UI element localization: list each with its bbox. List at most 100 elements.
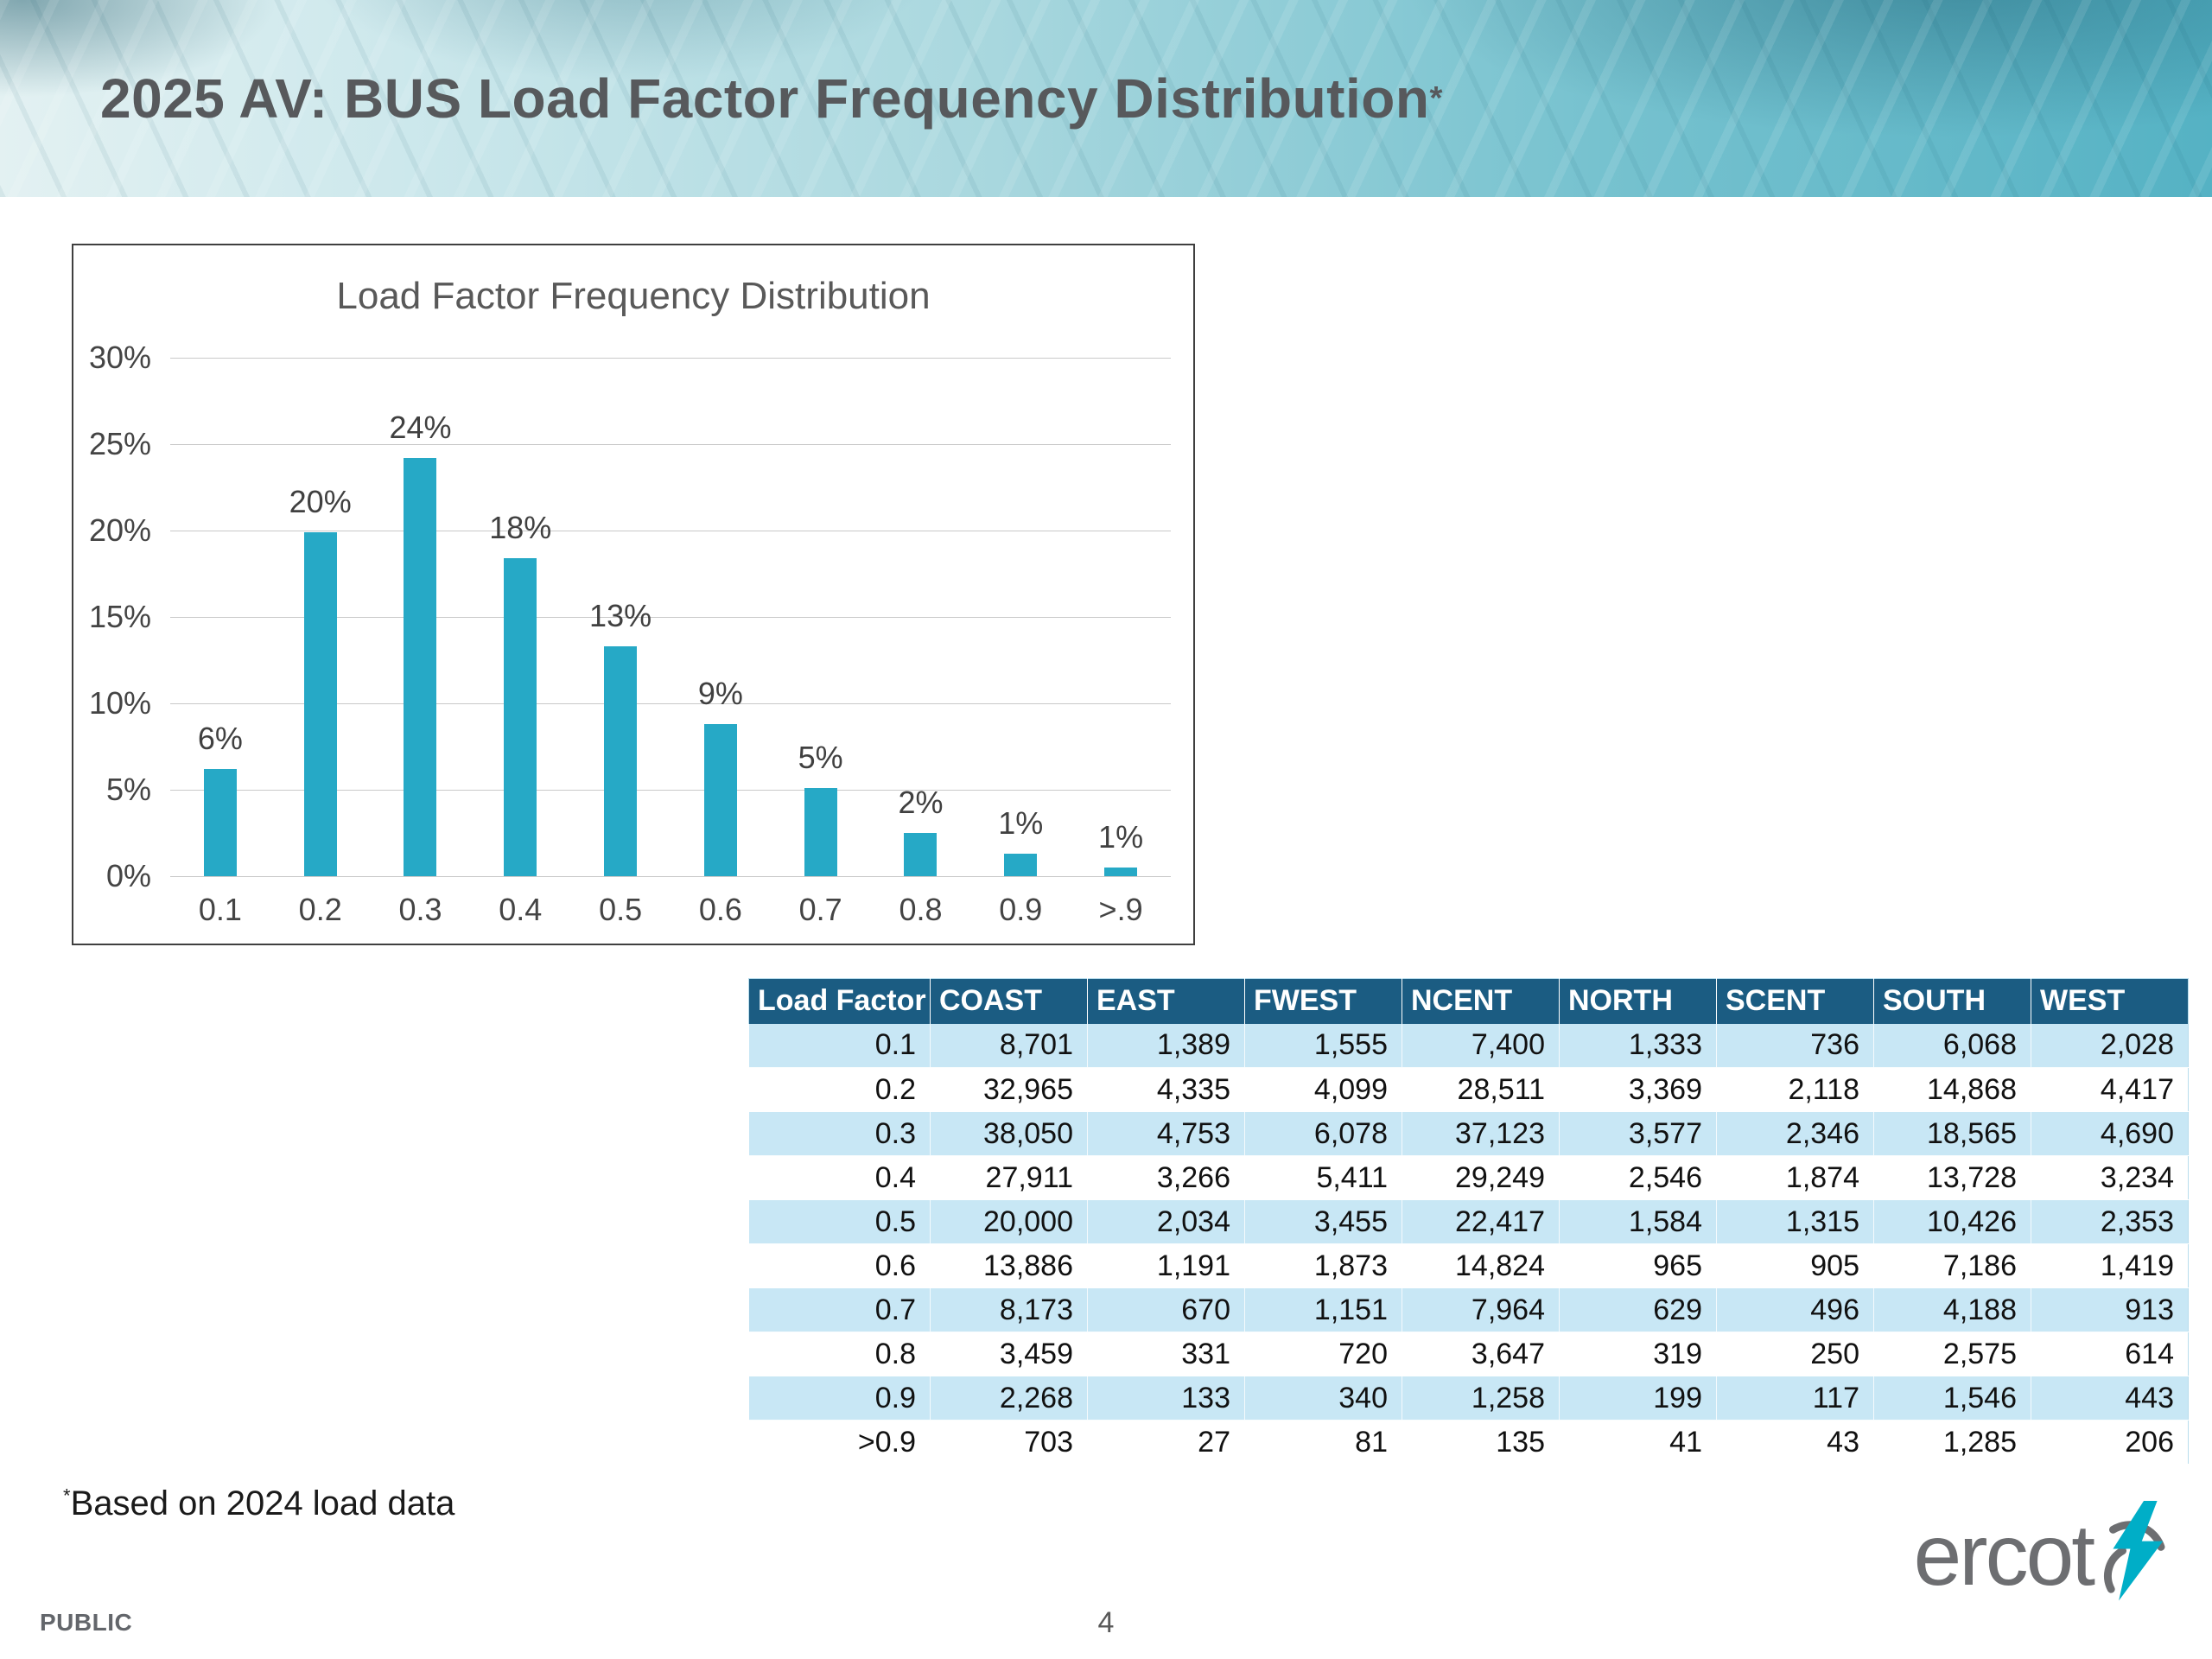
page-number: 4 <box>1097 1606 1115 1639</box>
value-cell: 496 <box>1716 1287 1874 1332</box>
region-table-body: 0.1 8,701 1,389 1,555 7,400 1,333 736 6,068 2,02… <box>748 1023 2189 1465</box>
value-cell: 319 <box>1559 1332 1717 1376</box>
value-cell: 7,400 <box>1402 1023 1560 1068</box>
bar-value-label: 20% <box>289 484 352 519</box>
bar->.9 <box>1104 868 1138 876</box>
table-row: 0.6 13,886 1,191 1,873 14,824 965 905 7,186 1,41… <box>748 1243 2189 1288</box>
x-tick-label: 0.6 <box>698 892 742 927</box>
table-row: >0.9 703 27 81 135 41 43 1,285 206 <box>748 1420 2189 1465</box>
value-cell: 614 <box>2031 1332 2189 1376</box>
bar-value-label: 18% <box>489 510 552 545</box>
value-cell: 3,369 <box>1559 1067 1717 1112</box>
column-header-scent: SCENT <box>1716 978 1874 1024</box>
value-cell: 1,546 <box>1873 1376 2031 1421</box>
bar-value-label: 1% <box>998 805 1044 841</box>
bar-0.8 <box>904 833 938 876</box>
value-cell: 2,028 <box>2031 1023 2189 1068</box>
value-cell: 703 <box>930 1420 1088 1465</box>
value-cell: 1,191 <box>1087 1243 1245 1288</box>
value-cell: 443 <box>2031 1376 2189 1421</box>
value-cell: 4,099 <box>1244 1067 1402 1112</box>
gridline <box>170 876 1171 877</box>
value-cell: 133 <box>1087 1376 1245 1421</box>
value-cell: 135 <box>1402 1420 1560 1465</box>
value-cell: 43 <box>1716 1420 1874 1465</box>
bar-0.4 <box>504 558 537 876</box>
value-cell: 1,258 <box>1402 1376 1560 1421</box>
slide-title-text: 2025 AV: BUS Load Factor Frequency Distr… <box>100 67 1430 130</box>
value-cell: 6,078 <box>1244 1111 1402 1156</box>
bar-0.6 <box>703 724 737 876</box>
bar-slot: 24% 0.3 <box>371 358 471 927</box>
value-cell: 3,459 <box>930 1332 1088 1376</box>
x-tick-label: 0.9 <box>999 892 1043 927</box>
footnote-marker: * <box>63 1484 71 1507</box>
bar-slot: 9% 0.6 <box>671 358 771 927</box>
value-cell: 22,417 <box>1402 1199 1560 1244</box>
value-cell: 1,874 <box>1716 1155 1874 1200</box>
bar-0.7 <box>804 788 837 876</box>
table-row: 0.1 8,701 1,389 1,555 7,400 1,333 736 6,068 2,02… <box>748 1023 2189 1068</box>
bar-0.1 <box>203 769 237 876</box>
plot-area: 0% 5% 10% 15% 20% 25% 30% 6% 0.1 20% 0.2 24% 0.3 18%… <box>89 340 1171 927</box>
value-cell: 1,315 <box>1716 1199 1874 1244</box>
x-tick-label: 0.8 <box>899 892 943 927</box>
value-cell: 20,000 <box>930 1199 1088 1244</box>
bar-slot: 2% 0.8 <box>871 358 971 927</box>
value-cell: 81 <box>1244 1420 1402 1465</box>
value-cell: 4,690 <box>2031 1111 2189 1156</box>
value-cell: 3,234 <box>2031 1155 2189 1200</box>
load-factor-cell: 0.5 <box>748 1199 931 1244</box>
value-cell: 2,353 <box>2031 1199 2189 1244</box>
value-cell: 340 <box>1244 1376 1402 1421</box>
ercot-logo: ercot <box>1914 1501 2169 1609</box>
column-header-south: SOUTH <box>1873 978 2031 1024</box>
value-cell: 199 <box>1559 1376 1717 1421</box>
gridline <box>170 617 1171 618</box>
load-factor-cell: 0.1 <box>748 1023 931 1068</box>
bar-value-label: 9% <box>697 676 743 711</box>
x-tick-label: 0.1 <box>198 892 242 927</box>
load-factor-cell: 0.2 <box>748 1067 931 1112</box>
value-cell: 5,411 <box>1244 1155 1402 1200</box>
bar-slot: 5% 0.7 <box>771 358 871 927</box>
value-cell: 1,389 <box>1087 1023 1245 1068</box>
bar-0.3 <box>404 458 437 876</box>
x-tick-label: 0.5 <box>599 892 643 927</box>
value-cell: 38,050 <box>930 1111 1088 1156</box>
load-factor-cell: 0.4 <box>748 1155 931 1200</box>
value-cell: 3,266 <box>1087 1155 1245 1200</box>
gridline <box>170 703 1171 704</box>
value-cell: 41 <box>1559 1420 1717 1465</box>
bar-value-label: 24% <box>389 410 452 445</box>
bar-slot: 6% 0.1 <box>170 358 270 927</box>
column-header-fwest: FWEST <box>1244 978 1402 1024</box>
value-cell: 670 <box>1087 1287 1245 1332</box>
value-cell: 1,873 <box>1244 1243 1402 1288</box>
bar-slot: 1% >.9 <box>1071 358 1171 927</box>
x-tick-label: >.9 <box>1098 892 1143 927</box>
value-cell: 1,151 <box>1244 1287 1402 1332</box>
table-row: 0.9 2,268 133 340 1,258 199 117 1,546 443 <box>748 1376 2189 1421</box>
value-cell: 905 <box>1716 1243 1874 1288</box>
region-table-container: Load Factor COAST EAST FWEST NCENT NORTH SCENT… <box>748 978 2189 1465</box>
value-cell: 2,268 <box>930 1376 1088 1421</box>
value-cell: 2,346 <box>1716 1111 1874 1156</box>
value-cell: 13,886 <box>930 1243 1088 1288</box>
load-factor-cell: 0.9 <box>748 1376 931 1421</box>
value-cell: 27,911 <box>930 1155 1088 1200</box>
table-row: 0.8 3,459 331 720 3,647 319 250 2,575 614 <box>748 1332 2189 1376</box>
bar-value-label: 6% <box>197 721 243 756</box>
value-cell: 13,728 <box>1873 1155 2031 1200</box>
value-cell: 4,188 <box>1873 1287 2031 1332</box>
value-cell: 4,335 <box>1087 1067 1245 1112</box>
column-header-west: WEST <box>2031 978 2189 1024</box>
value-cell: 2,546 <box>1559 1155 1717 1200</box>
value-cell: 14,868 <box>1873 1067 2031 1112</box>
region-table: Load Factor COAST EAST FWEST NCENT NORTH SCENT… <box>748 978 2189 1465</box>
y-tick-label: 5% <box>105 772 151 807</box>
x-tick-label: 0.3 <box>398 892 442 927</box>
chart-title: Load Factor Frequency Distribution <box>336 275 931 317</box>
bar-slot: 1% 0.9 <box>970 358 1071 927</box>
bar-slot: 13% 0.5 <box>570 358 671 927</box>
